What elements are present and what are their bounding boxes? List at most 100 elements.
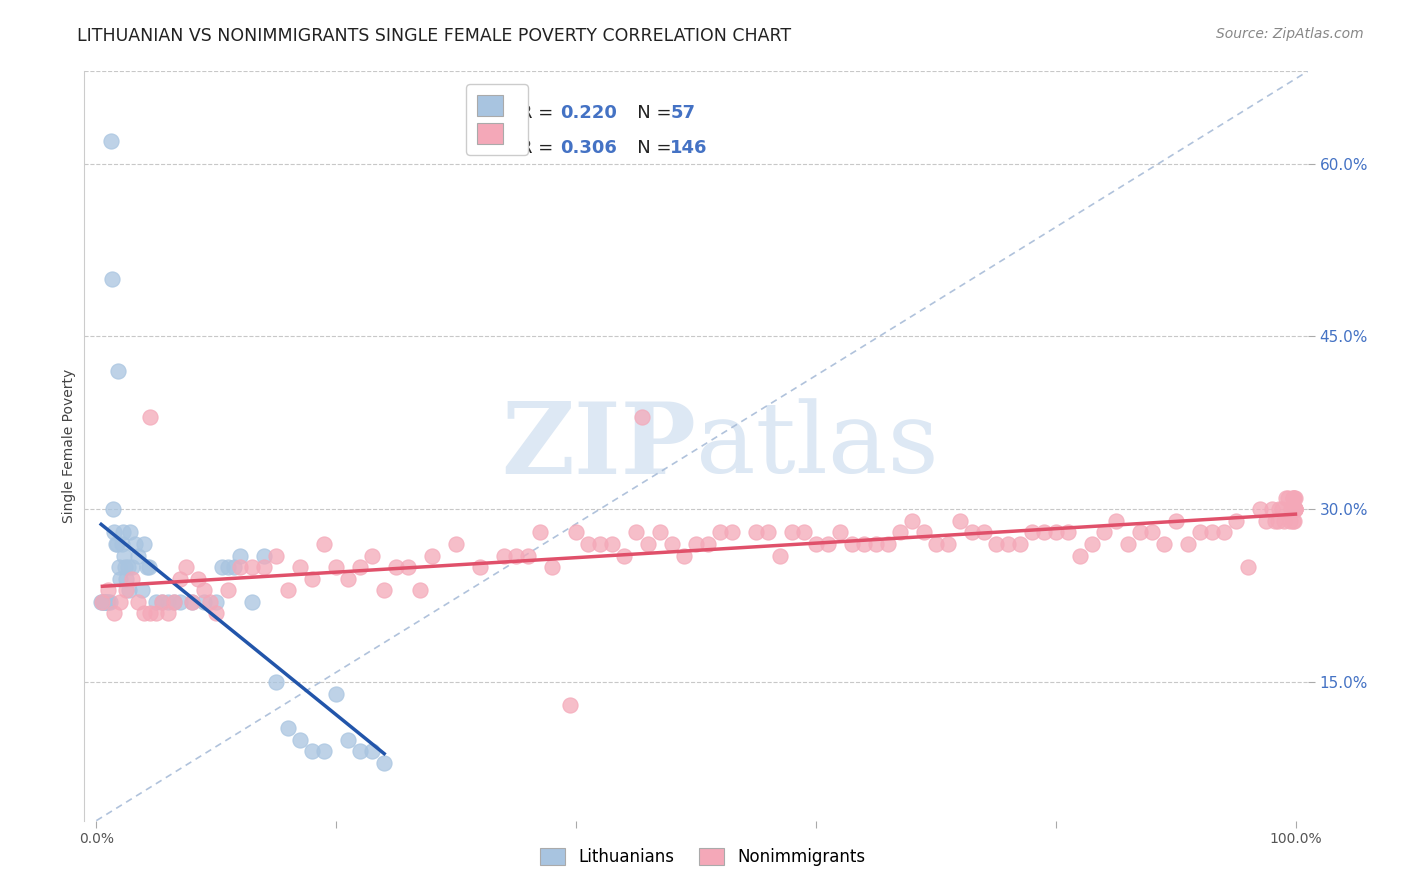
Point	[1264, 514, 1286, 528]
Point	[828, 525, 851, 540]
Point	[721, 525, 744, 540]
Point	[1282, 491, 1305, 505]
Point	[960, 525, 983, 540]
Point	[361, 549, 384, 563]
Legend: , : ,	[467, 84, 527, 154]
Point	[1225, 514, 1247, 528]
Point	[936, 537, 959, 551]
Point	[97, 594, 120, 608]
Point	[127, 594, 149, 608]
Point	[163, 594, 186, 608]
Point	[115, 572, 138, 586]
Point	[804, 537, 827, 551]
Point	[131, 583, 153, 598]
Point	[1282, 491, 1305, 505]
Point	[314, 744, 336, 758]
Point	[745, 525, 768, 540]
Point	[290, 733, 312, 747]
Point	[589, 537, 612, 551]
Point	[211, 560, 233, 574]
Point	[1021, 525, 1043, 540]
Point	[697, 537, 720, 551]
Point	[1201, 525, 1223, 540]
Point	[101, 272, 124, 286]
Point	[865, 537, 887, 551]
Point	[121, 572, 143, 586]
Point	[420, 549, 443, 563]
Point	[1177, 537, 1199, 551]
Point	[90, 594, 112, 608]
Point	[103, 525, 125, 540]
Point	[624, 525, 647, 540]
Point	[1284, 502, 1306, 516]
Point	[111, 525, 134, 540]
Point	[1271, 502, 1294, 516]
Point	[661, 537, 683, 551]
Point	[1105, 514, 1128, 528]
Point	[600, 537, 623, 551]
Point	[517, 549, 540, 563]
Point	[1284, 502, 1306, 516]
Point	[925, 537, 948, 551]
Point	[1284, 491, 1306, 505]
Point	[169, 594, 191, 608]
Point	[494, 549, 516, 563]
Point	[852, 537, 875, 551]
Point	[264, 549, 287, 563]
Point	[115, 583, 138, 598]
Point	[96, 594, 118, 608]
Point	[264, 675, 287, 690]
Point	[1260, 502, 1282, 516]
Point	[984, 537, 1007, 551]
Point	[558, 698, 581, 713]
Point	[1281, 514, 1303, 528]
Point	[217, 583, 239, 598]
Point	[1254, 514, 1277, 528]
Point	[112, 549, 135, 563]
Text: Source: ZipAtlas.com: Source: ZipAtlas.com	[1216, 27, 1364, 41]
Point	[468, 560, 491, 574]
Point	[150, 594, 173, 608]
Point	[373, 583, 395, 598]
Point	[91, 594, 114, 608]
Point	[277, 722, 299, 736]
Point	[200, 594, 222, 608]
Point	[174, 560, 197, 574]
Point	[997, 537, 1019, 551]
Point	[224, 560, 246, 574]
Point	[169, 572, 191, 586]
Point	[817, 537, 839, 551]
Point	[301, 744, 323, 758]
Point	[1284, 491, 1306, 505]
Y-axis label: Single Female Poverty: Single Female Poverty	[62, 369, 76, 523]
Point	[97, 583, 120, 598]
Point	[841, 537, 863, 551]
Text: 57: 57	[671, 103, 696, 121]
Point	[709, 525, 731, 540]
Point	[108, 560, 131, 574]
Point	[93, 594, 115, 608]
Point	[769, 549, 792, 563]
Point	[337, 572, 360, 586]
Point	[613, 549, 636, 563]
Text: 0.306: 0.306	[560, 139, 617, 157]
Point	[1249, 502, 1271, 516]
Point	[1069, 549, 1091, 563]
Point	[337, 733, 360, 747]
Point	[98, 594, 121, 608]
Point	[110, 537, 132, 551]
Point	[505, 549, 527, 563]
Point	[181, 594, 204, 608]
Point	[1056, 525, 1078, 540]
Point	[1267, 514, 1289, 528]
Point	[145, 606, 167, 620]
Point	[912, 525, 935, 540]
Point	[949, 514, 972, 528]
Point	[181, 594, 204, 608]
Text: 146: 146	[671, 139, 707, 157]
Point	[205, 606, 228, 620]
Point	[529, 525, 551, 540]
Point	[1284, 502, 1306, 516]
Point	[325, 560, 347, 574]
Point	[240, 594, 263, 608]
